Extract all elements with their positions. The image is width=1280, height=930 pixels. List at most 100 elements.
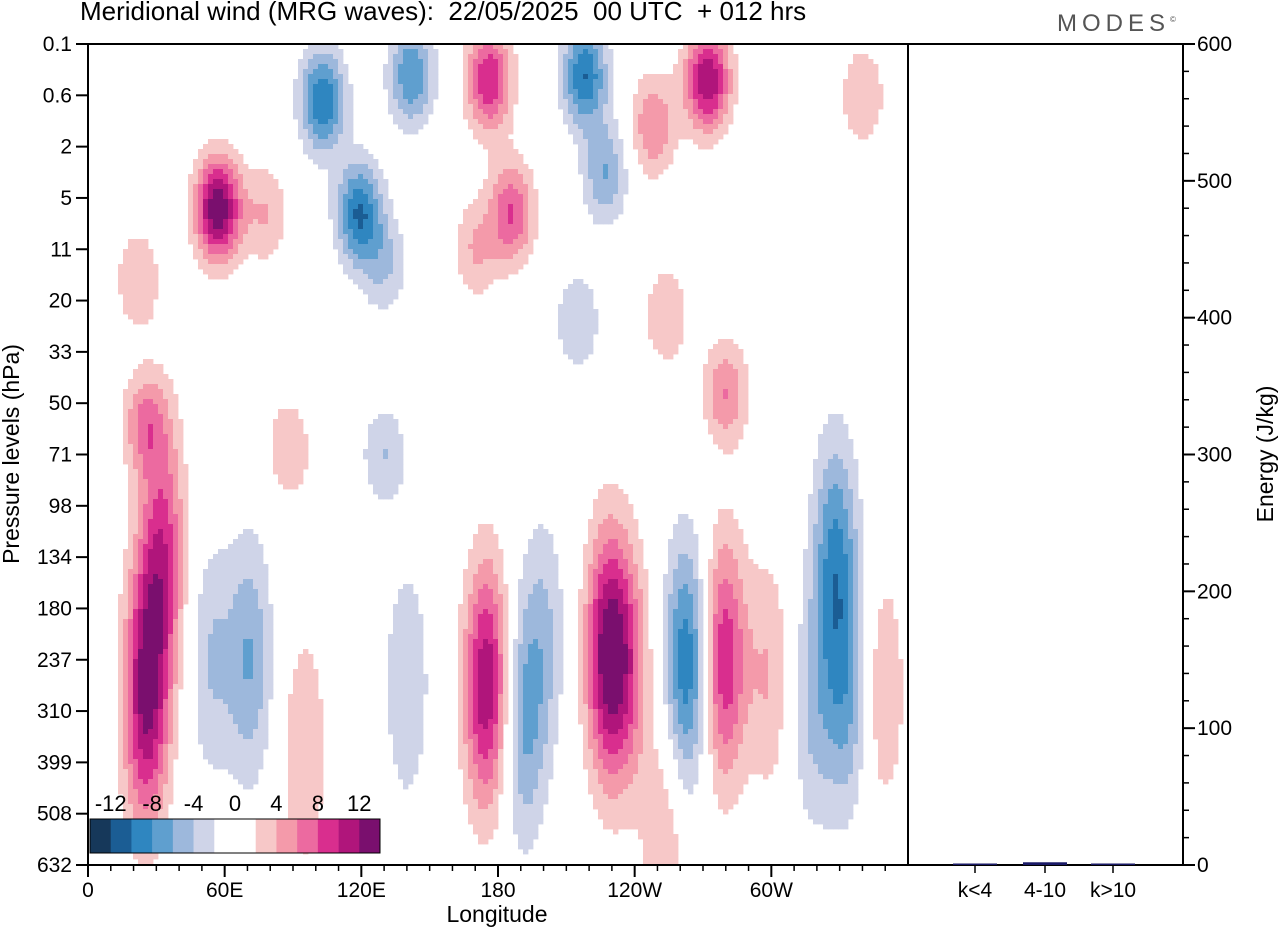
contour-cell bbox=[178, 434, 184, 440]
contour-cell bbox=[503, 259, 509, 265]
contour-cell bbox=[513, 209, 519, 215]
contour-cell bbox=[618, 534, 624, 540]
contour-cell bbox=[423, 59, 429, 65]
contour-cell bbox=[693, 74, 699, 80]
contour-cell bbox=[133, 309, 139, 315]
contour-cell bbox=[618, 599, 624, 605]
contour-cell bbox=[463, 239, 469, 245]
contour-cell bbox=[343, 254, 349, 260]
contour-cell bbox=[853, 584, 859, 590]
contour-cell bbox=[673, 564, 679, 570]
contour-cell bbox=[403, 104, 409, 110]
contour-cell bbox=[373, 469, 379, 475]
contour-cell bbox=[313, 84, 319, 90]
contour-cell bbox=[388, 474, 394, 480]
contour-cell bbox=[828, 424, 834, 430]
contour-cell bbox=[633, 569, 639, 575]
contour-cell bbox=[138, 304, 144, 310]
contour-cell bbox=[488, 224, 494, 230]
contour-cell bbox=[488, 134, 494, 140]
contour-cell bbox=[378, 264, 384, 270]
contour-cell bbox=[153, 509, 159, 515]
contour-cell bbox=[703, 64, 709, 70]
contour-cell bbox=[178, 424, 184, 430]
contour-cell bbox=[378, 219, 384, 225]
contour-cell bbox=[548, 599, 554, 605]
contour-cell bbox=[608, 149, 614, 155]
contour-cell bbox=[593, 329, 599, 335]
contour-cell bbox=[483, 249, 489, 255]
contour-cell bbox=[623, 189, 629, 195]
contour-cell bbox=[383, 69, 389, 75]
contour-cell bbox=[123, 574, 129, 580]
contour-cell bbox=[183, 574, 189, 580]
contour-cell bbox=[318, 139, 324, 145]
contour-cell bbox=[853, 84, 859, 90]
contour-cell bbox=[773, 594, 779, 600]
contour-cell bbox=[723, 514, 729, 520]
contour-cell bbox=[578, 144, 584, 150]
contour-cell bbox=[663, 284, 669, 290]
contour-cell bbox=[668, 114, 674, 120]
contour-cell bbox=[688, 94, 694, 100]
contour-cell bbox=[463, 74, 469, 80]
contour-cell bbox=[583, 99, 589, 105]
contour-cell bbox=[273, 234, 279, 240]
contour-cell bbox=[253, 194, 259, 200]
contour-cell bbox=[738, 364, 744, 370]
contour-cell bbox=[738, 529, 744, 535]
contour-cell bbox=[123, 394, 129, 400]
contour-cell bbox=[158, 434, 164, 440]
contour-cell bbox=[173, 464, 179, 470]
contour-cell bbox=[733, 444, 739, 450]
contour-cell bbox=[733, 359, 739, 365]
contour-cell bbox=[223, 204, 229, 210]
contour-cell bbox=[273, 444, 279, 450]
contour-cell bbox=[263, 174, 269, 180]
contour-cell bbox=[153, 384, 159, 390]
contour-cell bbox=[318, 124, 324, 130]
contour-cell bbox=[268, 214, 274, 220]
contour-cell bbox=[328, 214, 334, 220]
contour-cell bbox=[323, 64, 329, 70]
contour-cell bbox=[168, 514, 174, 520]
contour-cell bbox=[253, 174, 259, 180]
contour-cell bbox=[623, 519, 629, 525]
contour-cell bbox=[528, 174, 534, 180]
contour-cell bbox=[363, 224, 369, 230]
contour-cell bbox=[143, 504, 149, 510]
contour-cell bbox=[688, 109, 694, 115]
contour-cell bbox=[588, 519, 594, 525]
contour-cell bbox=[243, 174, 249, 180]
contour-cell bbox=[818, 524, 824, 530]
contour-cell bbox=[133, 274, 139, 280]
contour-cell bbox=[533, 204, 539, 210]
contour-cell bbox=[708, 379, 714, 385]
contour-cell bbox=[318, 159, 324, 165]
contour-cell bbox=[228, 544, 234, 550]
contour-cell bbox=[663, 164, 669, 170]
contour-cell bbox=[728, 64, 734, 70]
contour-cell bbox=[388, 94, 394, 100]
contour-cell bbox=[268, 239, 274, 245]
contour-cell bbox=[708, 374, 714, 380]
contour-cell bbox=[128, 244, 134, 250]
contour-cell bbox=[583, 69, 589, 75]
contour-cell bbox=[198, 154, 204, 160]
contour-cell bbox=[738, 409, 744, 415]
contour-cell bbox=[563, 349, 569, 355]
contour-cell bbox=[213, 174, 219, 180]
contour-cell bbox=[723, 339, 729, 345]
contour-cell bbox=[588, 344, 594, 350]
contour-cell bbox=[238, 184, 244, 190]
contour-cell bbox=[168, 464, 174, 470]
contour-cell bbox=[473, 99, 479, 105]
contour-cell bbox=[388, 264, 394, 270]
contour-cell bbox=[858, 539, 864, 545]
contour-cell bbox=[363, 244, 369, 250]
contour-cell bbox=[273, 449, 279, 455]
contour-cell bbox=[673, 349, 679, 355]
contour-cell bbox=[253, 594, 259, 600]
contour-cell bbox=[538, 589, 544, 595]
contour-cell bbox=[853, 99, 859, 105]
